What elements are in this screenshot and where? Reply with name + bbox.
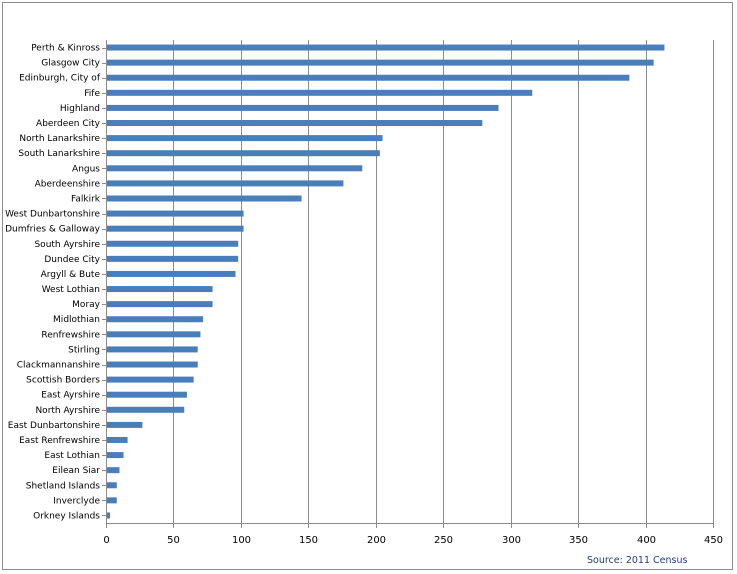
gridlines	[173, 40, 714, 523]
x-tick-label: 50	[167, 535, 180, 546]
bar	[107, 361, 198, 368]
category-label: Stirling	[68, 345, 100, 355]
category-label: West Lothian	[42, 285, 100, 295]
bar	[107, 331, 201, 338]
category-label: Highland	[60, 104, 100, 114]
bar	[107, 165, 363, 172]
category-label: East Ayrshire	[41, 391, 100, 401]
x-tick-label: 350	[569, 535, 588, 546]
category-label: South Ayrshire	[34, 240, 100, 250]
category-label: Moray	[72, 300, 100, 310]
x-tick-label: 250	[434, 535, 453, 546]
category-label: Dundee City	[44, 255, 100, 265]
bar	[107, 316, 204, 323]
category-label: Aberdeenshire	[35, 179, 101, 189]
bar	[107, 59, 654, 66]
bar	[107, 225, 244, 232]
bar	[107, 497, 117, 504]
bar	[107, 270, 236, 277]
bar-chart: 0 50 100 150 200 250 300 350 400 450 Perth & Kinro…	[5, 40, 723, 566]
bar	[107, 150, 380, 157]
bar	[107, 467, 120, 474]
bar	[107, 120, 483, 127]
category-label: West Dunbartonshire	[5, 210, 100, 220]
category-label: Fife	[84, 89, 100, 99]
x-tick-label: 450	[704, 535, 723, 546]
x-tick-label: 300	[502, 535, 521, 546]
category-label: Clackmannanshire	[17, 361, 101, 371]
x-tick-label: 0	[103, 535, 109, 546]
x-tick-label: 400	[637, 535, 656, 546]
category-label: East Dunbartonshire	[8, 421, 101, 431]
category-label: Scottish Borders	[26, 376, 100, 386]
category-label: Glasgow City	[41, 59, 100, 69]
category-label: Dumfries & Galloway	[5, 225, 101, 235]
bar	[107, 452, 124, 459]
bar	[107, 255, 239, 262]
category-label: North Ayrshire	[35, 406, 100, 416]
category-label: East Renfrewshire	[19, 436, 100, 446]
category-label: Aberdeen City	[36, 119, 101, 129]
bar	[107, 376, 194, 383]
bar	[107, 89, 533, 96]
category-label: Argyll & Bute	[41, 270, 101, 280]
bar	[107, 135, 383, 142]
bar	[107, 421, 143, 428]
bar	[107, 74, 630, 81]
x-tick-label: 150	[299, 535, 318, 546]
bar	[107, 240, 239, 247]
bar	[107, 180, 344, 187]
bar	[107, 210, 244, 217]
category-label: Midlothian	[53, 315, 100, 325]
bar	[107, 391, 187, 398]
category-label: Falkirk	[71, 194, 101, 204]
bars	[107, 44, 665, 519]
category-label: Edinburgh, City of	[19, 74, 101, 84]
bar	[107, 104, 499, 111]
category-label: South Lanarkshire	[18, 149, 100, 159]
category-label: Shetland Islands	[26, 481, 101, 491]
bar	[107, 301, 213, 308]
category-label: North Lanarkshire	[19, 134, 100, 144]
category-label: East Lothian	[44, 451, 100, 461]
bar	[107, 286, 213, 293]
category-label: Renfrewshire	[41, 330, 100, 340]
bar	[107, 406, 185, 413]
category-label: Inverclyde	[53, 496, 100, 506]
bar	[107, 195, 302, 202]
category-label: Angus	[72, 164, 100, 174]
bar	[107, 44, 665, 51]
axes	[102, 40, 714, 528]
category-label: Perth & Kinross	[31, 44, 100, 54]
x-tick-label: 200	[367, 535, 386, 546]
bar	[107, 436, 128, 443]
category-label: Eilean Siar	[52, 466, 100, 476]
x-tick-label: 100	[232, 535, 251, 546]
category-label: Orkney Islands	[33, 511, 100, 521]
labels: 0 50 100 150 200 250 300 350 400 450 Perth & Kinro…	[5, 44, 723, 546]
bar	[107, 512, 111, 519]
source-label: Source: 2011 Census	[587, 555, 688, 566]
bar	[107, 482, 117, 489]
bar	[107, 346, 198, 353]
